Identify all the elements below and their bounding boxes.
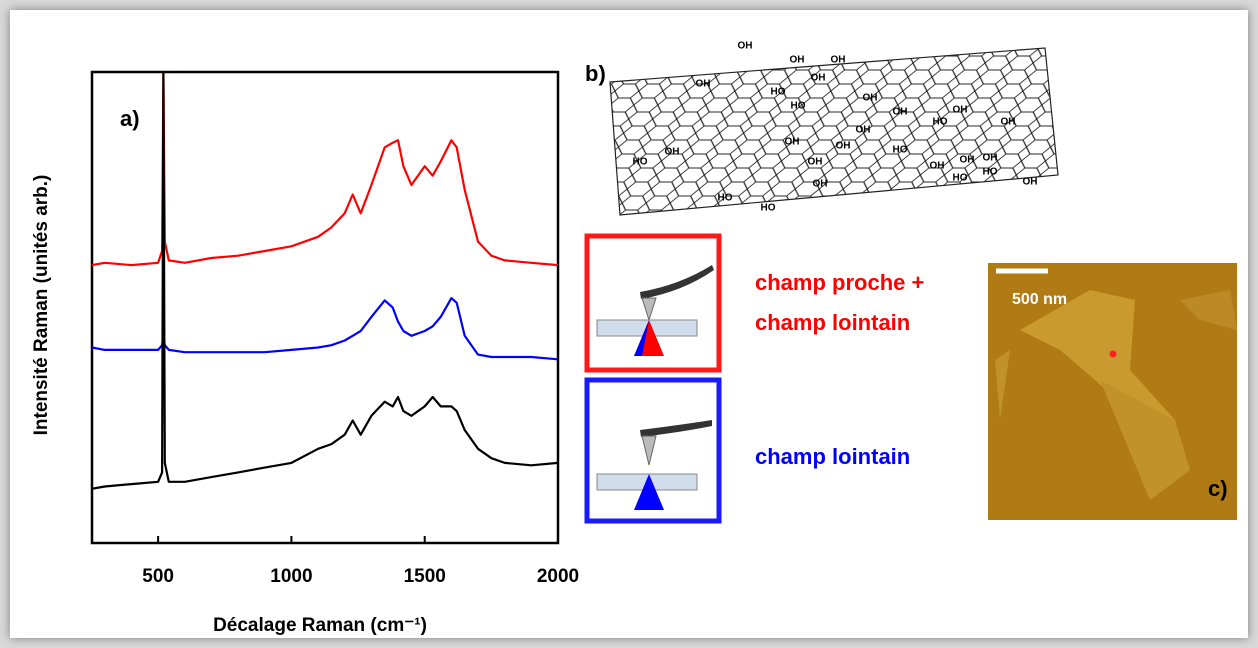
x-tick-label: 1000 [270, 566, 312, 587]
atom-label: HO [761, 203, 776, 214]
x-tick-label: 500 [142, 566, 174, 587]
mode-label: champ lointain [755, 444, 910, 469]
panel-label: b) [585, 61, 606, 86]
atom-label: HO [771, 87, 786, 98]
atom-label: OH [813, 179, 828, 190]
atom-label: OH [983, 153, 998, 164]
atom-label: OH [960, 155, 975, 166]
atom-label: OH [930, 161, 945, 172]
atom-label: OH [665, 147, 680, 158]
far-field-icon [584, 377, 722, 524]
panel-label: a) [120, 106, 140, 131]
atom-label: OH [790, 55, 805, 66]
x-axis-label: Décalage Raman (cm⁻¹) [213, 615, 427, 636]
plot-frame [90, 70, 560, 545]
spectrum-line [92, 72, 558, 490]
atom-label: OH [953, 105, 968, 116]
y-axis-label: Intensité Raman (unités arb.) [31, 175, 52, 436]
afm-image [988, 263, 1237, 520]
x-tick-label: 2000 [537, 566, 579, 587]
atom-label: HO [893, 145, 908, 156]
mode-label: champ proche + [755, 270, 924, 295]
atom-label: OH [863, 93, 878, 104]
atom-label: OH [811, 73, 826, 84]
near-field-icon [584, 233, 722, 373]
atom-label: OH [1001, 117, 1016, 128]
atom-label: HO [953, 173, 968, 184]
plot-area [92, 72, 558, 490]
graphene-oxide-lattice [609, 47, 1059, 216]
atom-label: OH [785, 137, 800, 148]
atom-label: HO [633, 157, 648, 168]
atom-label: OH [893, 107, 908, 118]
panel-label: c) [1208, 476, 1228, 501]
atom-label: OH [1023, 177, 1038, 188]
atom-label: OH [696, 79, 711, 90]
scale-bar-label: 500 nm [1012, 291, 1067, 308]
atom-label: OH [738, 41, 753, 52]
atom-label: OH [831, 55, 846, 66]
atom-label: OH [836, 141, 851, 152]
atom-label: HO [718, 193, 733, 204]
atom-label: HO [983, 167, 998, 178]
x-tick-label: 1500 [404, 566, 446, 587]
atom-label: OH [808, 157, 823, 168]
atom-label: HO [791, 101, 806, 112]
atom-label: OH [856, 125, 871, 136]
mode-label: champ lointain [755, 310, 910, 335]
molecule-labels: OH OH OH OH OH HO HO OH OH OH OH HO HO OH OH OH OH HO HO OH… [633, 41, 1038, 214]
atom-label: HO [933, 117, 948, 128]
